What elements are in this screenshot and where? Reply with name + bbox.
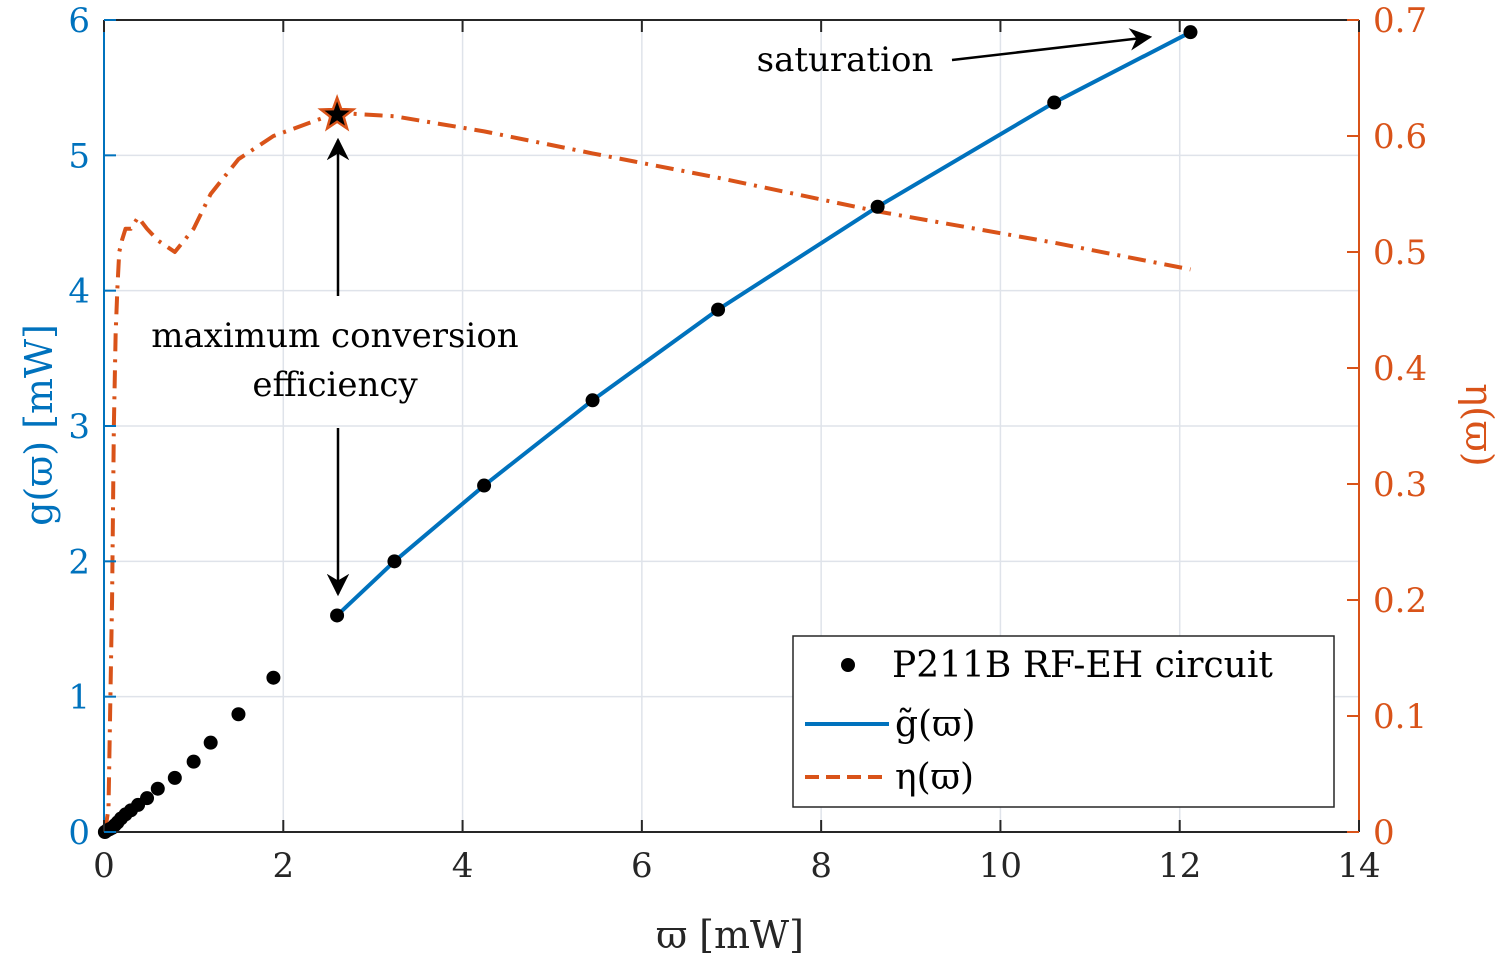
y-left-tick-label: 6 <box>68 1 90 41</box>
g-tilde-series <box>335 30 1192 617</box>
legend-label-points: P211B RF-EH circuit <box>892 645 1273 686</box>
data-point <box>711 302 726 317</box>
y-left-tick-label: 2 <box>68 542 90 582</box>
x-axis-label: ϖ [mW] <box>656 913 804 957</box>
x-tick-label: 12 <box>1158 846 1201 886</box>
x-tick-label: 10 <box>979 846 1022 886</box>
y-left-tick-label: 0 <box>68 813 90 853</box>
grid-lines <box>104 20 1359 832</box>
x-tick-label: 6 <box>631 846 653 886</box>
g-tilde-line <box>335 30 1192 617</box>
data-point <box>1047 95 1062 110</box>
legend: P211B RF-EH circuit g̃(ϖ) η(ϖ) <box>792 635 1335 808</box>
legend-label-gtilde: g̃(ϖ) <box>895 704 976 745</box>
eta-series <box>102 110 1191 833</box>
data-point <box>203 735 218 750</box>
legend-marker-points <box>841 658 855 672</box>
y-axis-label-left: g(ϖ) [mW] <box>17 324 61 526</box>
max-efficiency-star-marker <box>317 94 357 132</box>
y-right-tick-label: 0 <box>1373 813 1395 853</box>
y-right-tick-label: 0.6 <box>1373 117 1427 157</box>
y-left-tick-label: 4 <box>68 272 90 312</box>
data-point <box>387 554 402 569</box>
legend-label-eta: η(ϖ) <box>895 757 974 798</box>
y-left-tick-label: 3 <box>68 407 90 447</box>
data-point <box>266 670 281 685</box>
data-point <box>186 754 201 769</box>
y-right-tick-label: 0.4 <box>1373 349 1427 389</box>
legend-box <box>792 635 1335 808</box>
x-tick-label: 2 <box>272 846 294 886</box>
y-right-tick-label: 0.5 <box>1373 233 1427 273</box>
y-right-tick-label: 0.2 <box>1373 581 1427 621</box>
data-point <box>1183 25 1198 40</box>
annotation-max-efficiency-line1: maximum conversion <box>151 316 518 356</box>
y-right-tick-label: 0.3 <box>1373 465 1427 505</box>
axes <box>103 19 1360 833</box>
data-point <box>585 393 600 408</box>
data-point <box>140 791 155 806</box>
y-right-tick-label: 0.1 <box>1373 697 1427 737</box>
data-point <box>150 781 165 796</box>
x-tick-label: 0 <box>93 846 115 886</box>
x-tick-label: 4 <box>452 846 474 886</box>
annotation-saturation: saturation <box>757 40 934 80</box>
annotation-max-efficiency-line2: efficiency <box>252 365 418 405</box>
y-right-tick-label: 0.7 <box>1373 1 1427 41</box>
data-point <box>167 770 182 785</box>
x-tick-label: 14 <box>1337 846 1380 886</box>
eta-line <box>102 110 1191 833</box>
data-point <box>231 707 246 722</box>
data-point <box>870 199 885 214</box>
data-point <box>477 478 492 493</box>
y-left-tick-label: 5 <box>68 136 90 176</box>
x-tick-label: 8 <box>810 846 832 886</box>
y-left-tick-label: 1 <box>68 678 90 718</box>
data-point <box>330 608 345 623</box>
arrow-saturation <box>951 28 1153 62</box>
y-axis-label-right: η(ϖ) <box>1457 383 1495 466</box>
